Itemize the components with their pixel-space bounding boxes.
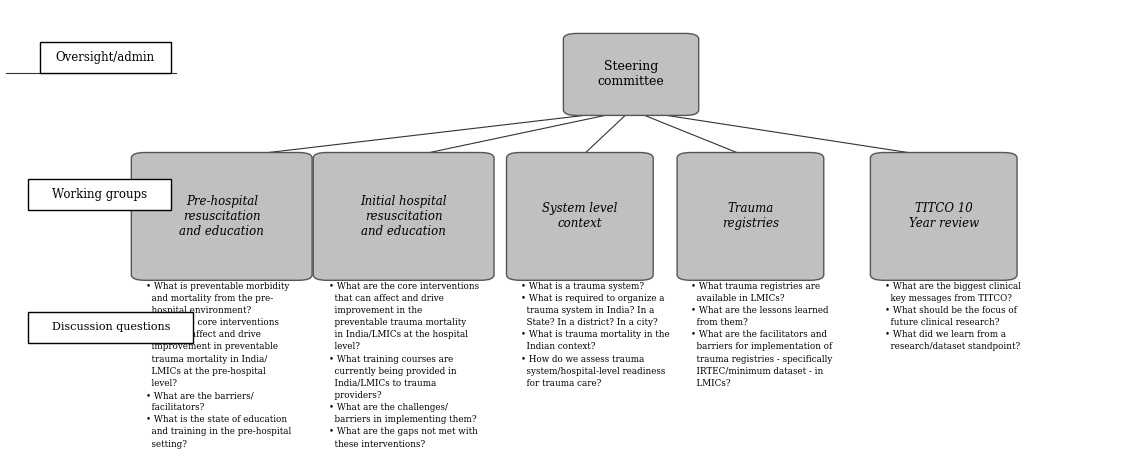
FancyBboxPatch shape	[28, 179, 171, 210]
Text: Trauma
registries: Trauma registries	[722, 202, 779, 230]
Text: Oversight/admin: Oversight/admin	[56, 51, 155, 64]
Text: Working groups: Working groups	[52, 188, 147, 201]
Text: Steering
committee: Steering committee	[598, 60, 664, 88]
FancyBboxPatch shape	[871, 153, 1016, 280]
Text: TITCO 10
Year review: TITCO 10 Year review	[908, 202, 979, 230]
FancyBboxPatch shape	[314, 153, 493, 280]
Text: • What is preventable morbidity
  and mortality from the pre-
  hospital environ: • What is preventable morbidity and mort…	[146, 282, 291, 449]
Text: Pre-hospital
resuscitation
and education: Pre-hospital resuscitation and education	[180, 195, 264, 238]
FancyBboxPatch shape	[28, 312, 193, 343]
FancyBboxPatch shape	[40, 42, 171, 73]
Text: • What are the biggest clinical
  key messages from TITCO?
• What should be the : • What are the biggest clinical key mess…	[885, 282, 1021, 351]
Text: • What is a trauma system?
• What is required to organize a
  trauma system in I: • What is a trauma system? • What is req…	[521, 282, 670, 388]
Text: System level
context: System level context	[542, 202, 617, 230]
FancyBboxPatch shape	[507, 153, 653, 280]
Text: Initial hospital
resuscitation
and education: Initial hospital resuscitation and educa…	[360, 195, 447, 238]
FancyBboxPatch shape	[678, 153, 824, 280]
FancyBboxPatch shape	[564, 33, 698, 115]
Text: • What trauma registries are
  available in LMICs?
• What are the lessons learne: • What trauma registries are available i…	[691, 282, 832, 388]
FancyBboxPatch shape	[132, 153, 312, 280]
Text: • What are the core interventions
  that can affect and drive
  improvement in t: • What are the core interventions that c…	[329, 282, 479, 449]
Text: Discussion questions: Discussion questions	[51, 322, 171, 333]
